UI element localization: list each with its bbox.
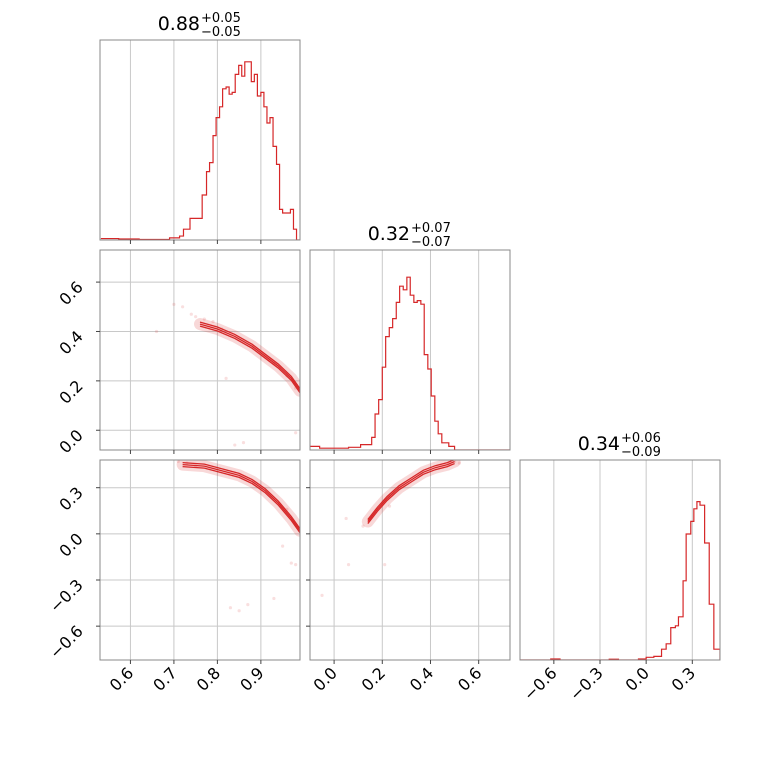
x-tick-label: 0.2 [358, 663, 389, 694]
scatter-point [154, 329, 159, 334]
x-tick-label: 0.7 [149, 663, 180, 694]
points-scatter-3-1 [176, 460, 298, 613]
contour-line [182, 463, 300, 532]
scatter-point [233, 443, 237, 447]
contours-scatter-3-2 [361, 460, 461, 528]
scatter-point [241, 440, 246, 445]
scatter-point [320, 593, 324, 597]
title-plus-2: +0.07 [411, 221, 451, 236]
scatter-point [346, 563, 351, 567]
scatter-point [194, 315, 198, 319]
contour-line [367, 460, 455, 520]
points-scatter-2-1 [154, 302, 298, 447]
scatter-point [228, 606, 233, 610]
axis-ticks: 0.6 0.7 0.8 0.9 0.0 0.2 0.4 0.6 −0.6 −0.3 0.0 0.30.… [46, 240, 699, 704]
axes-frame-scatter-3-2 [309, 459, 511, 661]
scatter-point [361, 524, 365, 528]
scatter-point [294, 431, 298, 435]
x-tick-label: 0.0 [309, 663, 340, 694]
scatter-point [176, 460, 180, 464]
x-tick-label: 0.6 [106, 663, 137, 694]
x-tick-label: 0.3 [668, 663, 699, 694]
axes-frame-hist-3 [519, 459, 721, 661]
y-tick-label: −0.6 [46, 622, 87, 663]
points-scatter-3-2 [320, 460, 461, 597]
axes-frame-scatter-3-1 [99, 459, 301, 661]
scatter-point [189, 312, 193, 316]
scatter-point [281, 544, 285, 548]
title-minus-3: −0.09 [621, 445, 661, 460]
contour-line [199, 323, 300, 392]
panel-hist-3: 0.34 +0.06 −0.09 [519, 431, 721, 661]
title-plus-3: +0.06 [621, 431, 661, 446]
contour-line [182, 461, 300, 530]
scatter-point [344, 516, 348, 521]
y-tick-label: 0.2 [55, 376, 86, 407]
contour-line [182, 465, 300, 534]
y-tick-label: 0.0 [55, 529, 86, 560]
grid-scatter-2-1 [100, 250, 300, 450]
density-band [361, 460, 461, 528]
grid-scatter-3-1 [100, 460, 300, 660]
grid-hist-1 [129, 40, 262, 240]
x-tick-label: 0.0 [622, 663, 653, 694]
scatter-point [181, 305, 185, 309]
title-value-1: 0.88 [158, 13, 200, 35]
contours-scatter-3-1 [176, 460, 300, 537]
x-tick-label: 0.6 [454, 663, 485, 694]
scatter-point [202, 317, 206, 321]
panel-scatter-3-1 [99, 459, 301, 661]
scatter-point [289, 561, 293, 565]
contours-scatter-2-1 [194, 318, 300, 397]
x-tick-label: 0.4 [406, 663, 437, 694]
scatter-point [387, 504, 392, 508]
scatter-point [272, 596, 276, 601]
x-tick-label: −0.3 [566, 663, 607, 704]
panel-hist-1: 0.88 +0.05 −0.05 [99, 11, 301, 241]
panel-hist-2: 0.32 +0.07 −0.07 [309, 221, 511, 451]
scatter-point [224, 376, 228, 380]
title-plus-1: +0.05 [201, 11, 241, 26]
grid-scatter-3-2 [310, 460, 510, 660]
scatter-point [457, 461, 461, 465]
y-tick-label: 0.3 [55, 483, 86, 514]
contour-line [199, 325, 300, 394]
axes-frame-hist-1 [99, 39, 301, 241]
contour-line [199, 321, 300, 390]
panel-scatter-3-2 [309, 459, 511, 661]
title-minus-1: −0.05 [201, 25, 241, 40]
scatter-point [237, 609, 241, 613]
contour-line [367, 462, 455, 524]
x-tick-label: 0.9 [236, 663, 267, 694]
scatter-point [246, 603, 250, 607]
y-tick-label: 0.4 [55, 327, 86, 358]
scatter-point [172, 302, 176, 306]
axes-frame-hist-2 [309, 249, 511, 451]
histogram-step-1 [100, 61, 300, 240]
scatter-point [294, 563, 298, 567]
scatter-point [383, 563, 387, 567]
title-minus-2: −0.07 [411, 235, 451, 250]
scatter-point [211, 320, 215, 324]
title-value-2: 0.32 [368, 223, 410, 245]
grid-hist-2 [333, 250, 480, 450]
axes-frame-scatter-2-1 [99, 249, 301, 451]
y-tick-label: 0.6 [55, 277, 86, 308]
contour-line [367, 460, 455, 522]
panel-scatter-2-1 [99, 249, 301, 451]
title-value-3: 0.34 [578, 433, 620, 455]
y-tick-label: −0.3 [46, 575, 87, 616]
x-tick-label: 0.8 [193, 663, 224, 694]
histogram-step-3 [520, 501, 720, 660]
histogram-step-2 [310, 276, 510, 450]
grid-hist-3 [553, 460, 693, 660]
x-tick-label: −0.6 [520, 663, 561, 704]
y-tick-label: 0.0 [55, 426, 86, 457]
